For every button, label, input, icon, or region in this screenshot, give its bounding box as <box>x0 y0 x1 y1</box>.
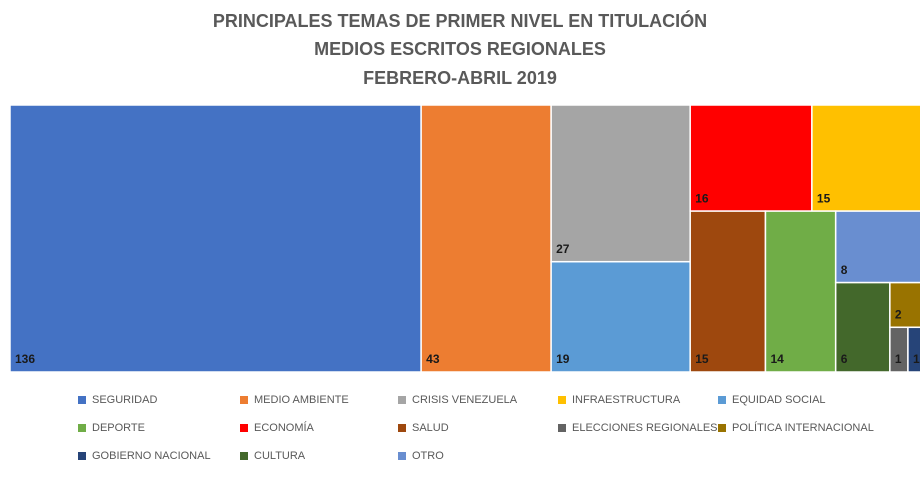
tile <box>420 104 552 373</box>
chart-title: MEDIOS ESCRITOS REGIONALES <box>314 39 606 59</box>
legend-swatch <box>78 424 86 432</box>
value-label: 1 <box>895 352 902 366</box>
legend-label: OTRO <box>412 450 444 462</box>
tile <box>689 210 767 373</box>
legend-label: DEPORTE <box>92 422 145 434</box>
value-label: 15 <box>817 191 831 205</box>
legend-label: INFRAESTRUCTURA <box>572 394 681 406</box>
value-label: 15 <box>695 352 709 366</box>
legend-label: CULTURA <box>254 450 306 462</box>
tile <box>811 104 920 212</box>
value-label: 43 <box>426 352 440 366</box>
tile <box>550 104 691 263</box>
legend-label: POLÍTICA INTERNACIONAL <box>732 421 874 434</box>
legend-label: GOBIERNO NACIONAL <box>92 450 211 462</box>
legend-swatch <box>78 396 86 404</box>
legend-label: ECONOMÍA <box>254 421 315 434</box>
value-label: 14 <box>770 352 784 366</box>
value-label: 1 <box>913 352 920 366</box>
legend-swatch <box>398 396 406 404</box>
legend-swatch <box>398 424 406 432</box>
legend-swatch <box>240 452 248 460</box>
legend-swatch <box>398 452 406 460</box>
chart-title: FEBRERO-ABRIL 2019 <box>363 68 557 88</box>
legend-swatch <box>240 424 248 432</box>
tile <box>550 260 691 373</box>
legend-label: CRISIS VENEZUELA <box>412 394 518 406</box>
value-label: 6 <box>841 352 848 366</box>
legend-label: MEDIO AMBIENTE <box>254 394 349 406</box>
tile <box>9 104 422 373</box>
value-label: 136 <box>15 352 35 366</box>
legend-swatch <box>558 424 566 432</box>
legend-swatch <box>78 452 86 460</box>
legend-label: ELECCIONES REGIONALES <box>572 422 718 434</box>
legend-label: EQUIDAD SOCIAL <box>732 394 826 406</box>
value-label: 19 <box>556 352 570 366</box>
legend-label: SEGURIDAD <box>92 394 157 406</box>
legend-swatch <box>240 396 248 404</box>
tile <box>834 210 920 284</box>
legend-label: SALUD <box>412 422 449 434</box>
tile <box>907 326 920 373</box>
value-label: 8 <box>841 263 848 277</box>
value-label: 16 <box>695 191 709 205</box>
chart-title: PRINCIPALES TEMAS DE PRIMER NIVEL EN TIT… <box>213 10 707 31</box>
value-label: 27 <box>556 242 570 256</box>
legend-swatch <box>558 396 566 404</box>
tile <box>689 104 813 212</box>
legend-swatch <box>718 424 726 432</box>
tile <box>834 281 891 373</box>
value-label: 2 <box>895 307 902 321</box>
legend-swatch <box>718 396 726 404</box>
tile <box>764 210 837 373</box>
